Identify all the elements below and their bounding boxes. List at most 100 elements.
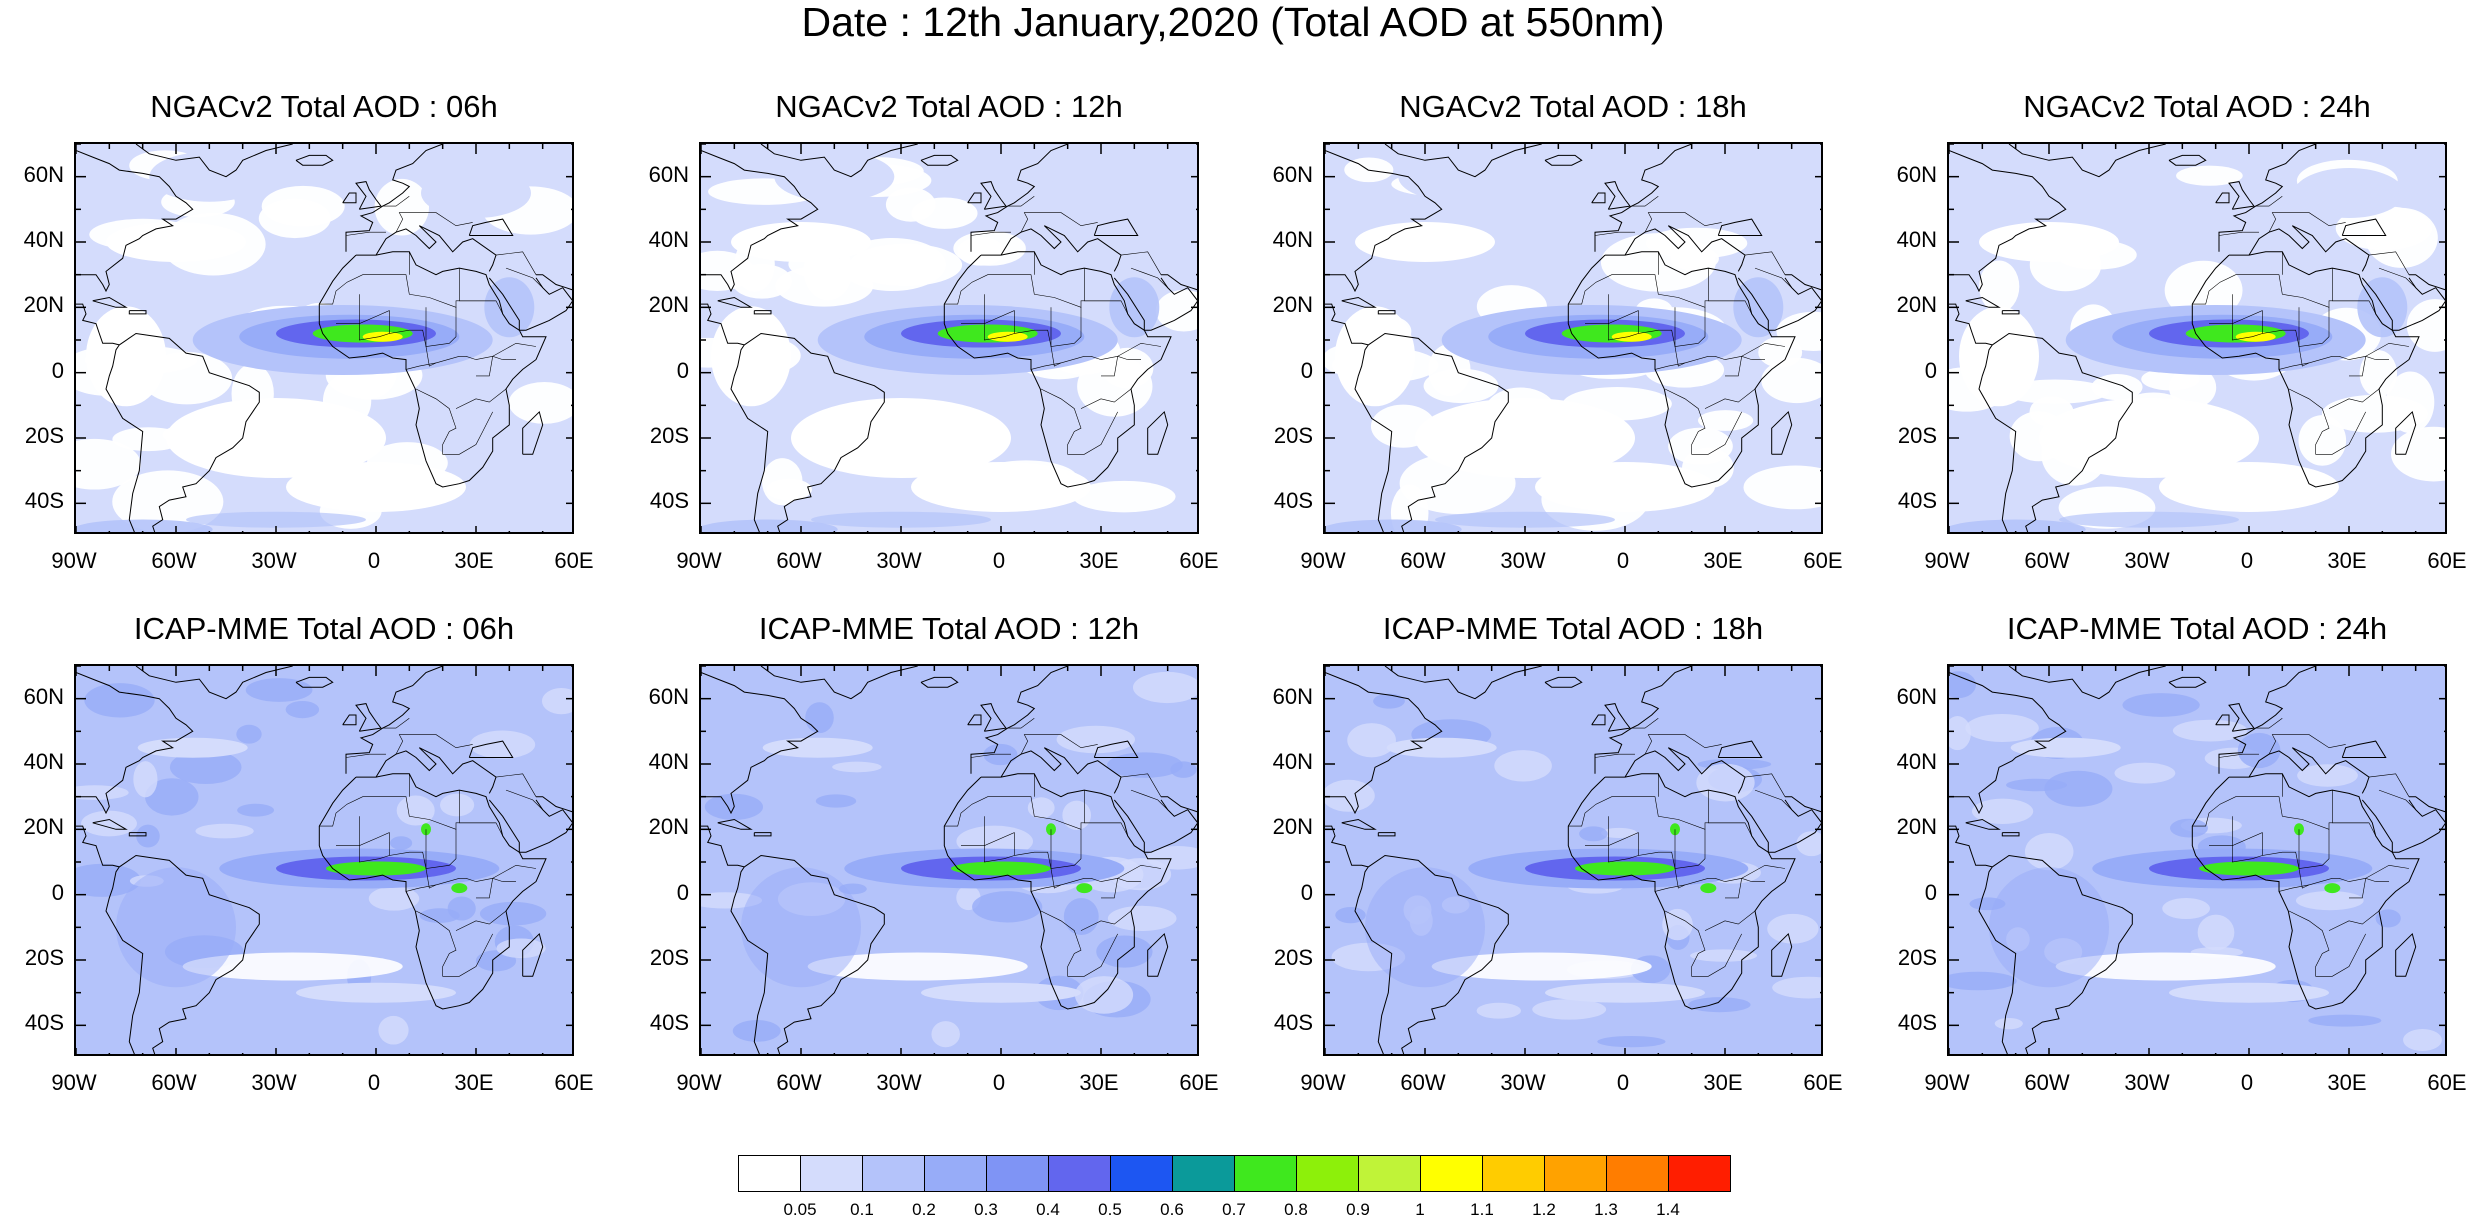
country-border	[1707, 268, 1752, 315]
lat-label: 60N	[23, 161, 64, 187]
aod-patch	[2044, 770, 2113, 807]
aod-patch	[137, 737, 248, 758]
aod-patch	[741, 867, 861, 988]
lat-label: 20S	[649, 945, 689, 970]
country-border	[495, 251, 537, 275]
country-border	[1120, 251, 1162, 275]
country-border	[358, 294, 390, 334]
aod-patch	[145, 778, 199, 816]
aod-patch	[1994, 1017, 2023, 1030]
coastline	[2191, 251, 2420, 488]
lat-label: 20N	[648, 292, 689, 318]
lon-label: 60W	[2024, 1070, 2070, 1095]
clean-air-region	[2055, 952, 2276, 981]
aod-patch	[2122, 693, 2200, 717]
country-border	[319, 274, 496, 308]
coastline	[1147, 932, 1169, 977]
colorbar-swatch	[1296, 1155, 1359, 1192]
country-border	[2378, 267, 2423, 295]
clean-air-region	[1415, 398, 1635, 478]
country-border	[405, 362, 437, 370]
lon-label: 60W	[1400, 1070, 1446, 1095]
country-border	[2209, 307, 2330, 347]
lat-label: 20S	[1897, 945, 1937, 970]
country-border	[505, 789, 550, 817]
country-border	[1631, 196, 1659, 207]
aod-patch	[2162, 897, 2210, 920]
aod-patch	[76, 863, 141, 897]
coastline	[1624, 225, 1746, 272]
coastline	[1341, 296, 1377, 308]
country-border	[2278, 884, 2310, 892]
country-border	[1754, 267, 1799, 295]
aod-patch	[1365, 867, 1485, 988]
country-border	[1007, 718, 1035, 729]
aod-patch	[1398, 151, 1519, 202]
aod-map	[1323, 142, 1823, 534]
lon-label: 60W	[1400, 548, 1446, 573]
lon-label: 90W	[1300, 548, 1346, 573]
lon-label: 90W	[1924, 548, 1970, 573]
aod-patch	[195, 823, 254, 839]
aod-map	[74, 142, 574, 534]
country-border	[425, 307, 516, 367]
country-border	[319, 796, 496, 830]
aod-patch	[245, 678, 313, 702]
lat-label: 0	[1300, 357, 1313, 383]
lat-label: 40N	[1272, 227, 1313, 252]
aod-patch	[805, 702, 834, 734]
clean-air-region	[1959, 306, 2039, 407]
country-border	[1020, 734, 1098, 755]
coastline	[342, 192, 357, 204]
lon-label: 90W	[51, 1070, 97, 1095]
dust-plume-peak	[2235, 331, 2276, 342]
coastline	[2008, 144, 2166, 178]
lat-label: 0	[1924, 879, 1937, 905]
country-border	[358, 816, 390, 856]
aod-patch	[1772, 976, 1821, 999]
coastline	[1978, 854, 2133, 1054]
country-border	[1030, 884, 1062, 892]
country-border	[1585, 307, 1706, 347]
coastline	[468, 740, 514, 758]
lat-label: 40S	[649, 1010, 689, 1036]
coastline	[105, 854, 260, 1054]
aod-map	[699, 664, 1199, 1056]
country-border	[345, 753, 386, 758]
dust-plume-peak	[987, 331, 1028, 342]
clean-air-region	[1335, 306, 1415, 407]
country-border	[2368, 251, 2410, 275]
country-border	[1607, 294, 1639, 334]
clean-air-region	[957, 236, 1005, 266]
aod-map-canvas	[1325, 666, 1821, 1054]
aod-map-canvas	[76, 666, 572, 1054]
coastline	[2395, 410, 2417, 455]
country-border	[1130, 267, 1175, 295]
map-panel: ICAP-MME Total AOD : 06h	[74, 612, 574, 1104]
coastline	[2228, 181, 2255, 210]
country-border	[1644, 734, 1722, 755]
country-border	[2218, 753, 2259, 758]
coastline	[1093, 740, 1139, 758]
country-border	[944, 274, 1121, 308]
lat-label: 20S	[1273, 945, 1313, 970]
colorbar-label: 0.9	[1346, 1200, 1370, 1219]
country-border	[1725, 342, 1786, 377]
lon-label: 30E	[1703, 1070, 1743, 1095]
coastline	[522, 932, 544, 977]
clean-air-region	[1535, 462, 1715, 512]
coastline	[980, 181, 1007, 210]
aod-patch	[1949, 671, 1976, 699]
aod-patch	[1347, 723, 1396, 758]
coastline	[295, 676, 334, 688]
coastline	[345, 144, 443, 252]
lon-label: 30E	[1079, 548, 1119, 573]
lat-label: 40S	[1897, 1010, 1937, 1036]
coastline	[2395, 932, 2417, 977]
aod-patch	[133, 761, 158, 798]
colorbar-swatch	[1358, 1155, 1421, 1192]
aod-patch	[439, 793, 475, 817]
aod-patch	[2308, 1014, 2382, 1027]
country-border	[1030, 362, 1062, 370]
coastline	[92, 296, 128, 308]
